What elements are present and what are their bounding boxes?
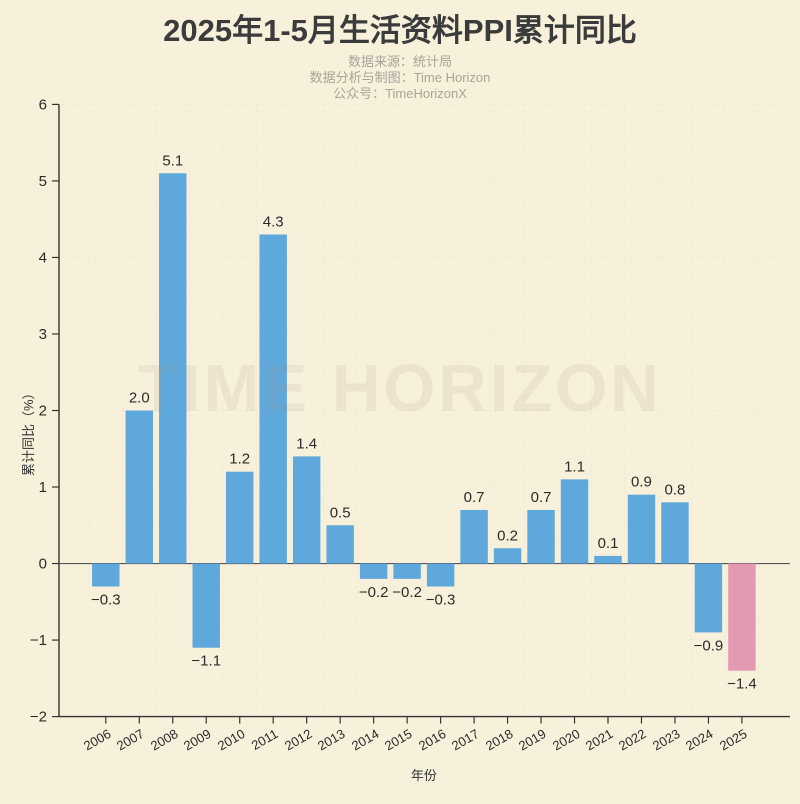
svg-text:−0.3: −0.3 [426, 592, 456, 609]
svg-text:−1: −1 [30, 632, 47, 649]
svg-text:0.2: 0.2 [497, 527, 518, 544]
svg-text:0.7: 0.7 [464, 489, 485, 506]
svg-text:5: 5 [39, 173, 47, 190]
svg-text:0: 0 [39, 556, 47, 573]
svg-text:−0.2: −0.2 [359, 584, 389, 601]
svg-text:0.7: 0.7 [531, 489, 552, 506]
svg-text:−0.3: −0.3 [91, 592, 121, 609]
svg-text:−2: −2 [30, 709, 47, 726]
svg-text:−1.1: −1.1 [191, 653, 221, 670]
svg-text:1.2: 1.2 [229, 451, 250, 468]
svg-text:0.9: 0.9 [631, 474, 652, 491]
svg-text:4: 4 [39, 249, 47, 266]
svg-text:−0.9: −0.9 [694, 637, 724, 654]
svg-text:0.8: 0.8 [665, 481, 686, 498]
svg-text:0.5: 0.5 [330, 504, 351, 521]
svg-text:1: 1 [39, 479, 47, 496]
svg-text:5.1: 5.1 [162, 152, 183, 169]
svg-text:−0.2: −0.2 [392, 584, 422, 601]
svg-text:1.1: 1.1 [564, 458, 585, 475]
svg-text:4.3: 4.3 [263, 213, 284, 230]
svg-text:3: 3 [39, 326, 47, 343]
svg-text:0.1: 0.1 [598, 535, 619, 552]
svg-text:1.4: 1.4 [296, 435, 317, 452]
svg-text:−1.4: −1.4 [727, 676, 757, 693]
